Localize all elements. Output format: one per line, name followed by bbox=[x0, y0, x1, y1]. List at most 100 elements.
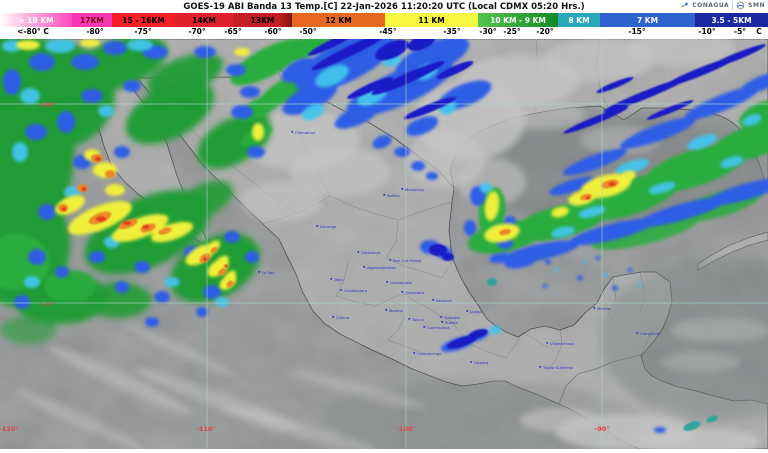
city-label: Monterrey bbox=[405, 187, 425, 192]
city-label: San Luis Potosi bbox=[393, 258, 421, 263]
colorbar-segment: 15 - 16KM bbox=[112, 13, 175, 27]
colorbar-segment: 10 KM - 9 KM bbox=[478, 13, 558, 27]
longitude-label: -110° bbox=[196, 425, 216, 433]
city-label: Oaxaca bbox=[474, 360, 488, 365]
city-label: La Paz bbox=[262, 270, 274, 275]
colorbar-segment: 11 KM bbox=[385, 13, 478, 27]
colorbar-segment: 12 KM bbox=[292, 13, 385, 27]
city-marker bbox=[340, 289, 343, 291]
city-marker bbox=[332, 316, 335, 318]
city-marker bbox=[316, 225, 319, 227]
colorbar-segment: 17KM bbox=[72, 13, 112, 27]
city-marker bbox=[546, 342, 549, 344]
colorbar-segment: 8 KM bbox=[558, 13, 600, 27]
logo-separator bbox=[732, 1, 734, 10]
colorbar-segment: 13KM bbox=[233, 13, 292, 27]
city-label: Chilpancingo bbox=[417, 351, 442, 356]
temp-label: -20° bbox=[536, 27, 554, 36]
city-marker bbox=[363, 266, 366, 268]
city-marker bbox=[401, 291, 404, 293]
latitude-label: +20° bbox=[38, 300, 56, 308]
graticule bbox=[0, 39, 768, 449]
smn-logo-icon bbox=[736, 1, 745, 10]
smn-logo-text: SMN bbox=[748, 2, 765, 9]
temp-label: -25° bbox=[503, 27, 521, 36]
temp-label: <-80° C bbox=[17, 27, 49, 36]
city-marker bbox=[408, 318, 411, 320]
city-marker bbox=[470, 361, 473, 363]
map-title: GOES-19 ABI Banda 13 Temp.[C] 22-Jan-202… bbox=[183, 1, 585, 12]
city-label: Campeche bbox=[640, 331, 661, 336]
temp-label: -60° bbox=[264, 27, 282, 36]
city-marker bbox=[440, 316, 443, 318]
longitude-label: -120° bbox=[0, 425, 19, 433]
longitude-label: -100° bbox=[396, 425, 416, 433]
altitude-colorbar: > 18 KM 17KM 15 - 16KM 14KM 13KM 12 KM 11 KM 10… bbox=[0, 13, 768, 27]
city-label: Guadalajara bbox=[344, 288, 367, 293]
temp-label: -15° bbox=[628, 27, 646, 36]
city-marker bbox=[330, 278, 333, 280]
city-label: Jalapa bbox=[469, 309, 482, 314]
temp-label: -5° bbox=[733, 27, 747, 36]
film-grain bbox=[0, 39, 768, 449]
temp-label: -70° bbox=[188, 27, 206, 36]
temp-label: -65° bbox=[224, 27, 242, 36]
city-marker bbox=[401, 188, 404, 190]
latitude-label: +30° bbox=[38, 101, 56, 109]
temp-label: -35° bbox=[443, 27, 461, 36]
city-label: Toluca bbox=[411, 317, 424, 322]
city-label: Pachuca bbox=[436, 298, 452, 303]
city-label: Tlaxcala bbox=[443, 315, 460, 320]
city-marker bbox=[441, 321, 444, 323]
temp-label: -80° bbox=[86, 27, 104, 36]
city-label: Aguascalientes bbox=[367, 265, 396, 270]
temp-label: -45° bbox=[379, 27, 397, 36]
satellite-map: -120° -110° -100° -90° +30° +20° Chihuahua Mont… bbox=[0, 25, 768, 453]
city-marker bbox=[389, 259, 392, 261]
colorbar-segment: 14KM bbox=[175, 13, 233, 27]
city-label: Puebla bbox=[445, 320, 458, 325]
city-marker bbox=[432, 299, 435, 301]
city-label: Queretaro bbox=[405, 290, 425, 295]
city-label: Cuernavaca bbox=[427, 325, 450, 330]
satellite-image: -120° -110° -100° -90° +30° +20° Chihuahua Mont… bbox=[0, 25, 768, 453]
conagua-logo-icon bbox=[681, 2, 689, 8]
city-label: Merida bbox=[597, 306, 610, 311]
temp-label: -30° bbox=[479, 27, 497, 36]
temperature-scale: <-80° C -80° -75° -70° -65° -60° -50° -45° -35° -… bbox=[0, 27, 768, 39]
city-label: Morelia bbox=[389, 308, 403, 313]
city-marker bbox=[386, 281, 389, 283]
city-marker bbox=[258, 271, 261, 273]
city-label: Colima bbox=[336, 315, 349, 320]
city-label: Villahermosa bbox=[550, 341, 575, 346]
agency-logos: CONAGUA SMN bbox=[680, 1, 765, 10]
city-marker bbox=[383, 194, 386, 196]
colorbar-segment: 3.5 - 5KM bbox=[695, 13, 768, 27]
colorbar-segment: 7 KM bbox=[600, 13, 695, 27]
city-label: Tuxtla Gutierrez bbox=[542, 365, 573, 370]
city-label: Guanajuato bbox=[390, 280, 413, 285]
city-label: Tepic bbox=[333, 277, 344, 282]
temp-label: -75° bbox=[134, 27, 152, 36]
conagua-logo-text: CONAGUA bbox=[692, 2, 730, 9]
header-bar: GOES-19 ABI Banda 13 Temp.[C] 22-Jan-202… bbox=[0, 0, 768, 13]
city-marker bbox=[539, 366, 542, 368]
city-marker bbox=[357, 251, 360, 253]
city-marker bbox=[413, 352, 416, 354]
city-marker bbox=[593, 307, 596, 309]
colorbar-segment: > 18 KM bbox=[0, 13, 72, 27]
city-marker bbox=[466, 310, 469, 312]
city-marker bbox=[385, 309, 388, 311]
temp-label: -50° bbox=[299, 27, 317, 36]
city-marker bbox=[291, 131, 294, 133]
city-label: Zacatecas bbox=[361, 250, 381, 255]
temp-label: -10° bbox=[698, 27, 716, 36]
map-labels: -120° -110° -100° -90° +30° +20° Chihuahua Mont… bbox=[0, 101, 661, 433]
temp-label: C bbox=[756, 27, 762, 36]
longitude-label: -90° bbox=[595, 425, 610, 433]
city-marker bbox=[423, 326, 426, 328]
city-label: Durango bbox=[320, 224, 337, 229]
city-label: Chihuahua bbox=[295, 130, 315, 135]
city-label: Saltillo bbox=[387, 193, 400, 198]
city-marker bbox=[636, 332, 639, 334]
